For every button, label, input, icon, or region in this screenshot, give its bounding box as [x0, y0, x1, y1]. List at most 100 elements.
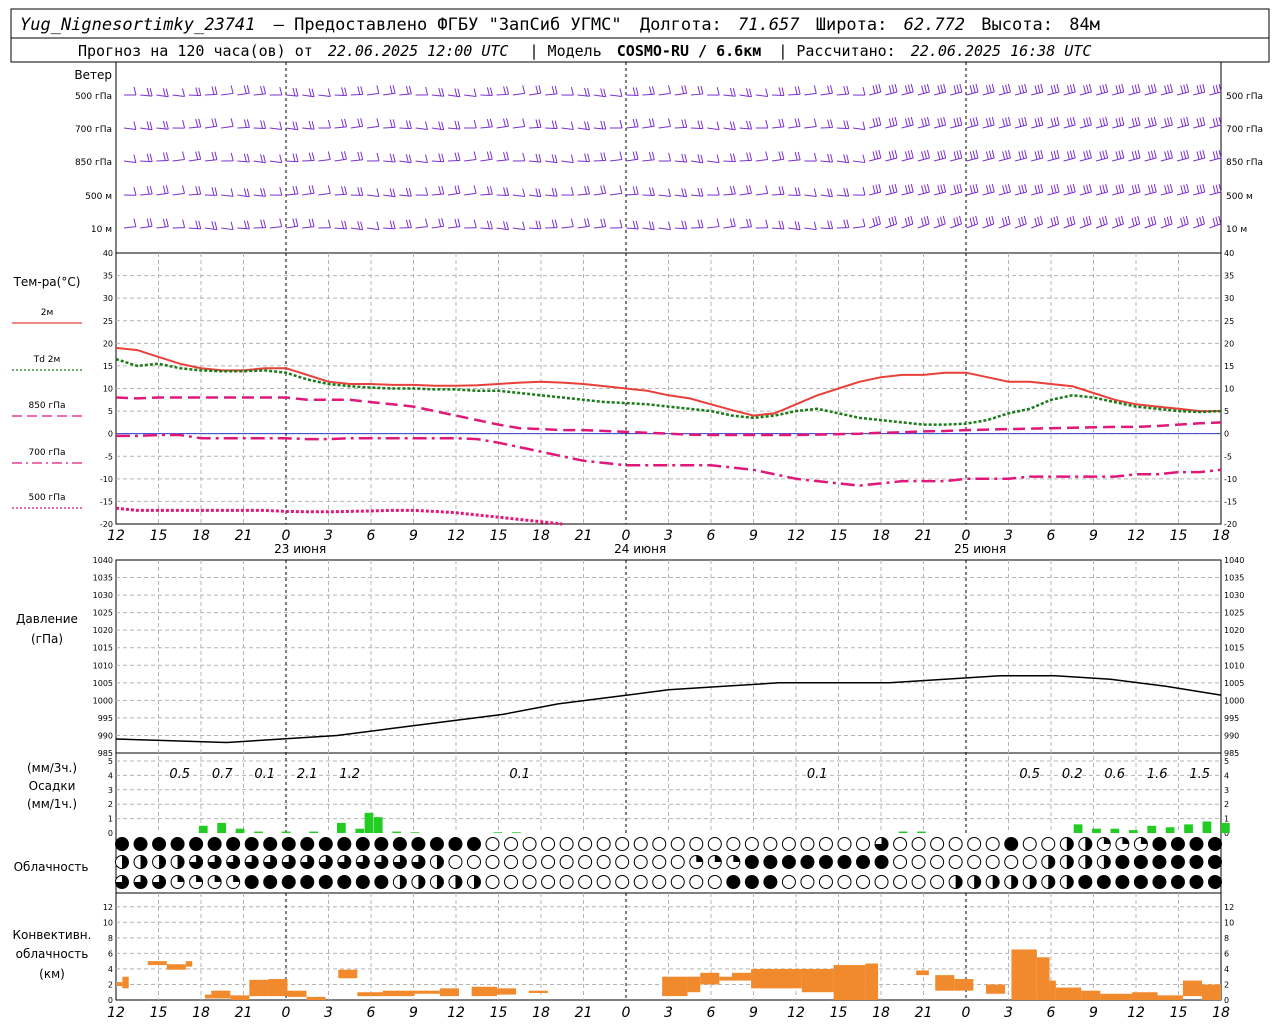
wind-barb-flag	[198, 151, 202, 160]
wind-barb-flag	[1131, 151, 1135, 160]
wind-barb-flag	[600, 88, 604, 97]
wind-barb-flag	[486, 186, 490, 195]
wind-barb-flag	[797, 221, 801, 230]
wind-barb-flag	[988, 84, 992, 93]
wind-barb-flag	[1153, 183, 1157, 193]
wind-barb-flag	[243, 85, 247, 94]
wind-barb-flag	[1121, 183, 1125, 193]
wind-barb-shaft	[512, 125, 525, 129]
wind-barb-shaft	[480, 227, 493, 230]
conv-ytick-right: 12	[1224, 903, 1234, 912]
wind-barb-flag	[1166, 216, 1170, 226]
wind-barb-flag	[441, 121, 445, 130]
pres-ytick-left: 995	[98, 714, 113, 723]
wind-barb-flag	[907, 150, 911, 159]
conv-ytick-left: 4	[108, 965, 113, 974]
cloud-symbol	[189, 837, 204, 851]
wind-barb-flag	[1034, 118, 1038, 127]
wind-barb-flag	[376, 152, 380, 162]
wind-barb-flag	[408, 219, 412, 228]
wind-barb-flag	[1167, 84, 1171, 93]
cloud-symbol	[744, 875, 759, 889]
wind-barb-flag	[405, 187, 409, 197]
wind-barb-flag	[425, 187, 429, 196]
wind-barb-flag	[1037, 184, 1041, 193]
wind-barb-flag	[953, 85, 957, 94]
xtick-label-bottom: 6	[367, 1005, 376, 1021]
wind-barb-flag	[1002, 118, 1006, 127]
wind-barb-shaft	[820, 126, 833, 129]
wind-barb-flag	[1147, 185, 1151, 194]
cloud-symbol	[263, 837, 278, 851]
prec-ytick-right: 5	[1224, 757, 1229, 766]
cloud-fill	[140, 855, 148, 869]
wind-barb-flag	[1007, 215, 1011, 225]
wind-barb-flag	[554, 85, 558, 95]
wind-barb-shaft	[172, 159, 185, 162]
conv-ytick-right: 6	[1224, 949, 1229, 958]
wind-barb-flag	[1105, 116, 1109, 126]
wind-barb-flag	[1218, 83, 1222, 93]
wind-barb-shaft	[755, 158, 768, 162]
wind-barb-flag	[1102, 84, 1106, 93]
cloud-fill	[455, 875, 462, 889]
wind-barb-flag	[344, 118, 348, 127]
xtick-label-bottom: 0	[962, 1005, 971, 1021]
precip-bar	[373, 817, 383, 833]
wind-barb-flag	[1050, 185, 1054, 194]
pres-ytick-left: 1005	[93, 679, 113, 688]
pres-ytick-right: 1000	[1224, 696, 1244, 705]
wind-barb-flag	[505, 118, 509, 127]
xtick-label-bottom: 15	[490, 1005, 508, 1021]
precip-total: 2.1	[297, 767, 318, 782]
wind-barb-flag	[600, 218, 604, 228]
pres-ytick-right: 1030	[1224, 591, 1244, 600]
precip-total: 1.2	[339, 767, 360, 782]
xtick-label: 15	[830, 528, 848, 544]
wind-barb-shaft	[707, 127, 720, 131]
cloud-fill	[393, 855, 407, 869]
wind-barb-shaft	[674, 227, 687, 230]
temp-line-1	[115, 357, 1222, 426]
wind-barb-flag	[243, 153, 247, 162]
lat-label: Широта:	[816, 15, 888, 35]
cloud-fill	[1140, 837, 1148, 844]
wind-barb-shaft	[285, 193, 299, 196]
wind-barb-flag	[827, 85, 830, 94]
xtick-label: 3	[324, 528, 333, 544]
wind-barb-flag	[392, 188, 396, 197]
wind-barb-flag	[1039, 215, 1043, 225]
wind-barb-flag	[486, 220, 490, 229]
wind-barb-flag	[862, 121, 866, 130]
wind-barb-flag	[389, 153, 393, 162]
wind-barb-flag	[1037, 117, 1041, 126]
wind-barb-flag	[1088, 116, 1092, 126]
wind-barb-flag	[891, 150, 895, 159]
wind-barb-flag	[584, 218, 587, 227]
wind-barb-shaft	[755, 192, 768, 196]
wind-barb-flag	[1115, 151, 1119, 160]
xtick-label: 18	[872, 528, 890, 544]
forecast-from: 22.06.2025 12:00 UTC	[328, 42, 509, 60]
wind-barb-flag	[846, 219, 850, 228]
wind-barb-flag	[1169, 83, 1173, 93]
cloud-symbol	[1022, 855, 1037, 869]
wind-barb-flag	[875, 84, 879, 93]
wind-barb-flag	[953, 217, 957, 227]
wind-barb-flag	[357, 151, 361, 161]
wind-barb-flag	[162, 120, 166, 130]
wind-barb-shaft	[788, 227, 801, 231]
provider: – Предоставлено ФГБУ "ЗапСиб УГМС"	[274, 15, 622, 35]
wind-barb-shaft	[318, 94, 331, 98]
conv-ytick-left: 12	[103, 903, 113, 912]
wind-barb-flag	[522, 152, 526, 162]
wind-barb-flag	[778, 186, 782, 195]
wind-barb-flag	[943, 116, 947, 126]
wind-barb-flag	[408, 85, 412, 95]
wind-barb-shaft	[771, 227, 785, 230]
wind-barb-flag	[1021, 84, 1025, 93]
wind-barb-shaft	[528, 227, 542, 230]
wind-barb-flag	[1212, 151, 1216, 160]
wind-barb-flag	[1066, 151, 1070, 160]
precip-total: 0.5	[1019, 767, 1040, 782]
